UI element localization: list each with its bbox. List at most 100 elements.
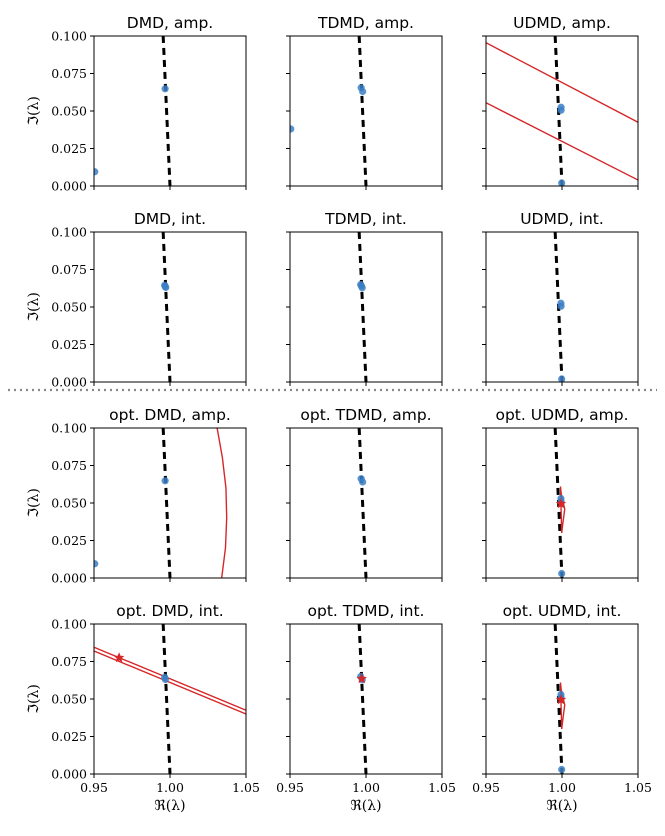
- plot-area: [357, 232, 368, 382]
- subplot-12: opt. UDMD, int. 0.95 1.00 1.05 ℜ(λ): [472, 602, 652, 814]
- y-tick-label: 0.025: [51, 337, 87, 352]
- plot-area: [94, 428, 228, 578]
- y-tick-label: 0.075: [51, 654, 87, 669]
- eigenvalue-point: [359, 478, 367, 486]
- subplot-title: opt. DMD, int.: [116, 602, 224, 620]
- boundary-curve: [559, 682, 566, 730]
- subplot-3: UDMD, amp.: [482, 14, 639, 190]
- x-tick-label: 0.95: [80, 780, 108, 795]
- boundary-curve: [559, 486, 566, 534]
- x-axis-label: ℜ(λ): [546, 798, 577, 814]
- y-axis-label: ℑ(λ): [26, 96, 42, 126]
- y-tick-label: 0.075: [51, 66, 87, 81]
- subplot-title: opt. UDMD, amp.: [495, 406, 628, 424]
- axes-frame: [289, 35, 443, 187]
- subplot-title: opt. TDMD, amp.: [300, 406, 431, 424]
- subplot-title: TDMD, amp.: [317, 14, 414, 32]
- y-tick-label: 0.000: [51, 179, 87, 194]
- x-tick-label: 1.00: [156, 780, 184, 795]
- subplot-4: DMD, int. 0.000 0.025 0.050 0.075 0.100 ℑ(λ): [26, 210, 247, 390]
- y-tick-label: 0.025: [51, 533, 87, 548]
- y-axis-label: ℑ(λ): [26, 684, 42, 714]
- eigenvalue-point: [161, 282, 169, 290]
- subplot-11: opt. TDMD, int. 0.95 1.00 1.05 ℜ(λ): [276, 602, 456, 814]
- axes-frame: [93, 35, 247, 187]
- optimal-star-marker: [113, 652, 125, 663]
- subplot-title: UDMD, amp.: [513, 14, 611, 32]
- plot-area: [553, 232, 566, 382]
- plot-area: [356, 624, 368, 774]
- reference-curve: [161, 232, 172, 382]
- reference-curve: [357, 624, 368, 774]
- x-axis-label: ℜ(λ): [154, 798, 185, 814]
- eigenvalue-point: [161, 85, 169, 93]
- x-tick-label: 1.05: [232, 780, 260, 795]
- subplot-10: opt. DMD, int. 0.000 0.025 0.050 0.075 0.100 0…: [26, 602, 260, 814]
- eigenvalue-point: [94, 560, 99, 568]
- y-tick-label: 0.000: [51, 375, 87, 390]
- y-tick-label: 0.050: [51, 104, 87, 119]
- eigenvalue-point: [558, 179, 566, 186]
- eigenvalue-point: [558, 375, 566, 382]
- y-axis-label: ℑ(λ): [26, 488, 42, 518]
- eigenvalue-point: [161, 675, 170, 684]
- subplot-title: opt. UDMD, int.: [503, 602, 622, 620]
- eigenvalue-point: [359, 87, 367, 96]
- eigenvalue-point: [557, 302, 565, 310]
- reference-curve: [161, 36, 172, 186]
- subplot-1: DMD, amp. 0.000 0.025 0.050 0.075 0.100 ℑ(λ): [26, 14, 247, 194]
- x-tick-label: 0.95: [472, 780, 500, 795]
- axes-frame: [289, 231, 443, 383]
- subplot-8: opt. TDMD, amp.: [286, 406, 443, 582]
- plot-area: [94, 624, 246, 774]
- y-tick-label: 0.050: [51, 300, 87, 315]
- optimal-star-marker: [555, 694, 567, 705]
- y-tick-label: 0.100: [51, 421, 87, 436]
- y-tick-label: 0.025: [51, 141, 87, 156]
- subplot-5: TDMD, int.: [286, 210, 443, 386]
- plot-area: [357, 428, 368, 578]
- reference-curve: [357, 428, 368, 578]
- eigenvalue-point: [557, 106, 565, 114]
- optimal-star-marker: [555, 498, 567, 509]
- axes-frame: [289, 427, 443, 579]
- reference-curve: [357, 36, 368, 186]
- y-tick-label: 0.075: [51, 262, 87, 277]
- eigenvalue-point: [558, 765, 566, 774]
- x-axis-label: ℜ(λ): [350, 798, 381, 814]
- plot-area: [290, 36, 368, 186]
- eigenvalue-point: [161, 477, 169, 485]
- eigenvalue-point: [290, 125, 295, 133]
- axes-frame: [93, 427, 247, 579]
- y-tick-label: 0.100: [51, 29, 87, 44]
- subplot-title: UDMD, int.: [520, 210, 604, 228]
- y-tick-label: 0.075: [51, 458, 87, 473]
- boundary-curve: [94, 650, 246, 715]
- subplot-title: opt. TDMD, int.: [308, 602, 425, 620]
- subplot-title: opt. DMD, amp.: [109, 406, 231, 424]
- boundary-curve: [486, 102, 638, 181]
- plot-area: [94, 36, 172, 186]
- reference-curve: [161, 624, 172, 774]
- eigenvalue-point: [357, 282, 366, 290]
- subplot-6: UDMD, int.: [482, 210, 639, 386]
- y-tick-label: 0.000: [51, 767, 87, 782]
- x-tick-label: 1.05: [428, 780, 456, 795]
- x-tick-label: 1.00: [548, 780, 576, 795]
- x-tick-label: 0.95: [276, 780, 304, 795]
- plot-area: [553, 624, 567, 774]
- subplot-7: opt. DMD, amp. 0.000 0.025 0.050 0.075 0.100 ℑ…: [26, 406, 247, 586]
- plot-area: [161, 232, 172, 382]
- eigenvalue-point: [558, 569, 566, 578]
- subplot-title: DMD, amp.: [127, 14, 213, 32]
- y-tick-label: 0.025: [51, 729, 87, 744]
- eigenvalue-point: [94, 168, 99, 176]
- axes-frame: [93, 231, 247, 383]
- reference-curve: [357, 232, 368, 382]
- optimal-star-marker: [356, 673, 367, 684]
- y-tick-label: 0.050: [51, 496, 87, 511]
- reference-curve: [161, 428, 172, 578]
- subplot-title: TDMD, int.: [324, 210, 407, 228]
- x-tick-label: 1.00: [352, 780, 380, 795]
